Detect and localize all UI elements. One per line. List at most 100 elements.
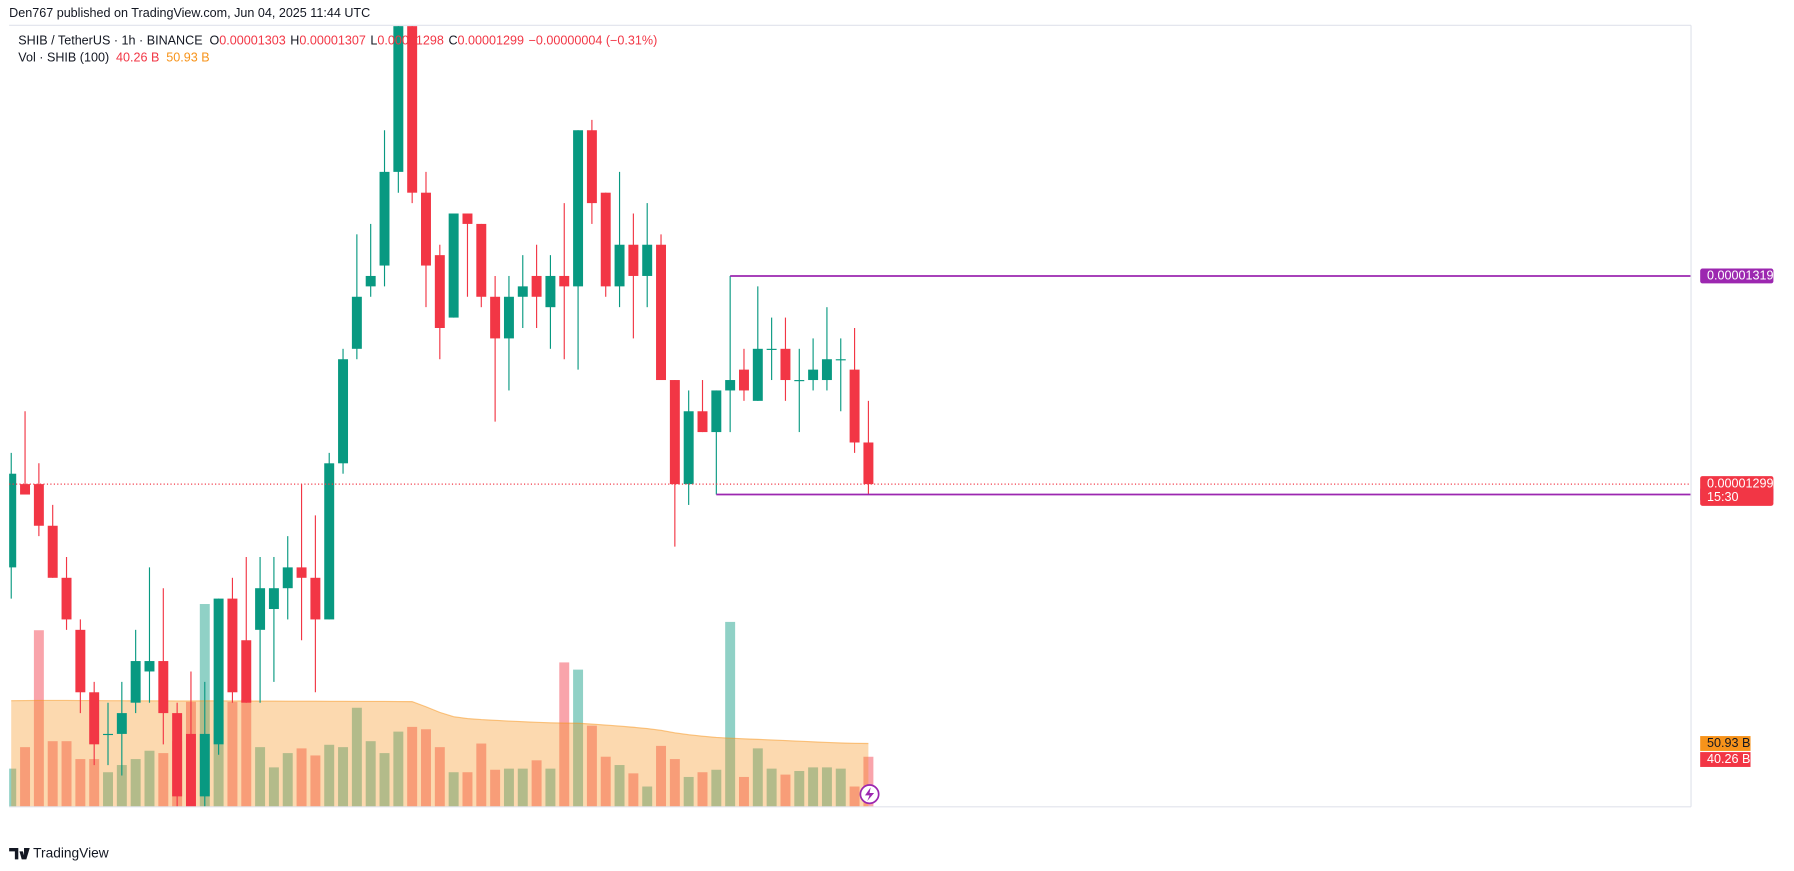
candle-body [268, 588, 279, 610]
candle-body [448, 213, 459, 318]
candle-body [296, 567, 307, 578]
candle-body [600, 192, 611, 287]
volume-bar [9, 768, 17, 807]
volume-bar [33, 630, 44, 807]
volume-bar [752, 748, 763, 807]
candle-body [614, 244, 625, 287]
candle-body [808, 369, 819, 381]
volume-bar [130, 759, 141, 807]
ohlc-label: C [448, 34, 457, 48]
candle-body [739, 369, 749, 391]
candle-body [89, 692, 100, 745]
volume-bar [780, 774, 791, 807]
candle-body [185, 733, 196, 807]
volume-bar [490, 769, 501, 807]
volume-bar [421, 729, 431, 807]
change: −0.00000004 (−0.31%) [529, 34, 658, 48]
candle-body [573, 130, 584, 287]
candle-body [835, 359, 846, 361]
volume-bar [20, 747, 31, 807]
volume-bar [241, 699, 252, 807]
candle-body [130, 661, 141, 703]
candle-body [503, 296, 514, 339]
candle-body [379, 171, 390, 266]
volume-bar [296, 748, 307, 807]
volume-bar [434, 747, 445, 807]
candle-body [517, 286, 528, 297]
axes: 0.000013190.000012980.0000129915:3050.93… [1700, 268, 1774, 767]
volume-bar [213, 719, 224, 807]
volume-bar [794, 770, 805, 807]
candle-body [241, 640, 252, 703]
volume-ma-badge-label: 50.93 B [1707, 736, 1750, 750]
volume-bar [628, 773, 639, 807]
candle-body [683, 411, 694, 485]
volume-bar [863, 756, 874, 807]
candle-body [61, 577, 72, 620]
volume-bar [711, 769, 722, 807]
candle-body [669, 380, 680, 485]
volume-bar [103, 772, 113, 807]
candle-body [47, 525, 58, 578]
volume-bar [393, 731, 404, 807]
volume-ma-line [11, 699, 869, 745]
volume-bar [462, 772, 473, 807]
volume-bar [821, 767, 832, 807]
candle-body [697, 411, 708, 433]
candle-body [75, 629, 86, 693]
price-badge-label: 0.00001319 [1707, 268, 1773, 282]
volume-bar [476, 743, 487, 807]
candle-body [725, 380, 736, 391]
volume-bar [116, 765, 127, 807]
replay-icon[interactable] [859, 784, 880, 805]
volume-bar [268, 767, 279, 807]
candle-body [490, 296, 501, 339]
ohlc-value: 0.00001299 [458, 34, 524, 48]
candle-body [462, 213, 473, 224]
candle-body [656, 244, 667, 381]
candle-body [628, 244, 639, 276]
volume-bar [642, 786, 653, 807]
volume-bar [61, 741, 72, 807]
candle-body [20, 484, 31, 495]
ohlc-label: H [290, 34, 299, 48]
volume-bar [282, 753, 293, 807]
last-price-badge [1700, 476, 1774, 506]
volume-bar [310, 755, 321, 807]
candle-body [365, 275, 376, 287]
last-price-label: 0.00001299 [1707, 476, 1773, 490]
candle-body [752, 348, 763, 401]
candle-body [282, 567, 293, 589]
candle-body [116, 713, 127, 734]
candle-body [393, 26, 404, 172]
volume-bar [338, 747, 349, 807]
candle-body [9, 473, 17, 568]
volume-bar [47, 741, 58, 807]
ohlc-value: 0.00001307 [299, 34, 365, 48]
volume-bar [614, 765, 625, 807]
candle-body [33, 484, 44, 526]
volume-bar [351, 707, 362, 807]
volume-legend: Vol · SHIB (100) 40.26 B 50.93 B [18, 51, 209, 65]
volume-bar [725, 621, 736, 807]
volume-bar [766, 768, 777, 807]
candle-body [351, 296, 362, 349]
volume-bar [365, 741, 376, 807]
volume-bar [227, 701, 238, 807]
volume-bar [835, 768, 846, 807]
volume-bar [849, 786, 860, 807]
candle-body [158, 661, 169, 714]
candle-body [172, 713, 183, 797]
volume-badge-label: 40.26 B [1707, 752, 1750, 766]
candle-body [642, 244, 653, 276]
volume-pane [9, 604, 874, 807]
candle-body [780, 348, 791, 381]
candle-body [338, 359, 349, 464]
candle-body [476, 223, 487, 297]
volume-bar [669, 759, 680, 807]
volume-bar [144, 750, 155, 807]
volume-bar [158, 753, 169, 807]
candle-body [213, 598, 224, 745]
